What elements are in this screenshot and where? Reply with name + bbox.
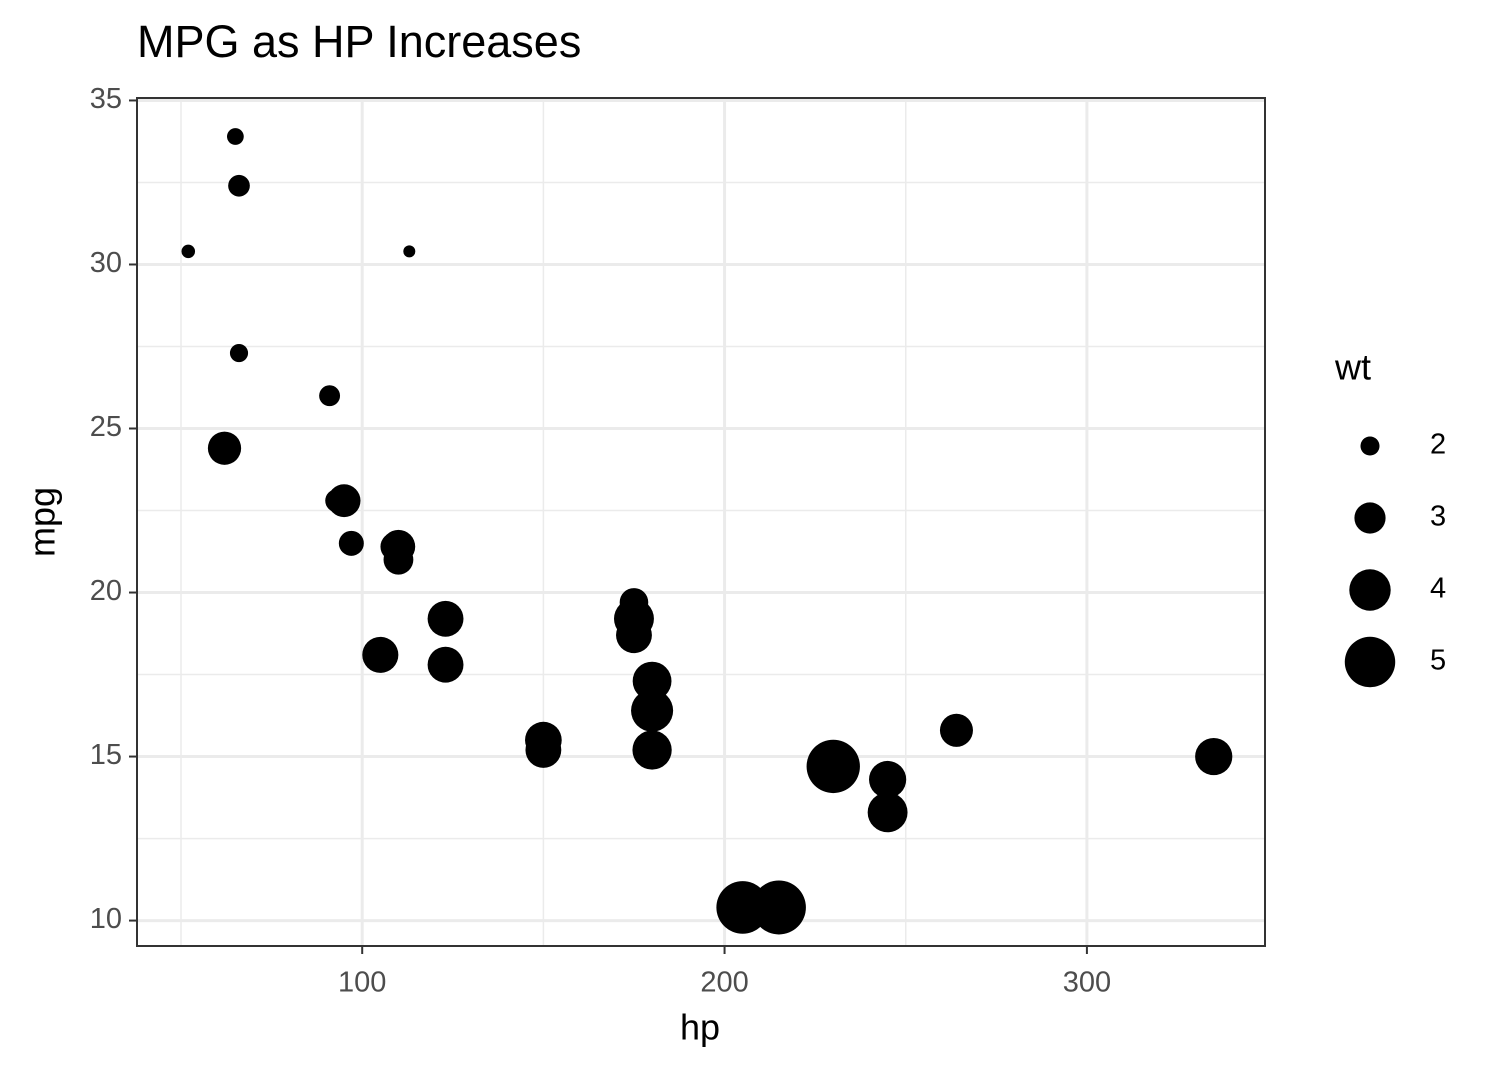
point	[380, 532, 410, 561]
point	[619, 588, 649, 617]
y-tick-label: 35	[90, 83, 122, 115]
point	[362, 636, 399, 673]
point	[327, 484, 361, 518]
point	[1195, 737, 1233, 776]
x-tick-label: 100	[338, 967, 386, 999]
x-axis-label: hp	[680, 1007, 720, 1048]
y-tick-label: 25	[90, 411, 122, 443]
point	[207, 431, 242, 465]
legend-key	[1344, 636, 1396, 688]
y-tick-label: 10	[90, 903, 122, 935]
legend-key	[1354, 502, 1386, 534]
y-axis-label: mpg	[22, 487, 63, 557]
point	[427, 600, 464, 637]
point	[869, 760, 907, 799]
legend-key	[1349, 569, 1391, 611]
point	[427, 646, 464, 683]
y-tick-label: 30	[90, 247, 122, 279]
y-tick-label: 20	[90, 575, 122, 607]
x-tick-label: 300	[1063, 967, 1111, 999]
point	[806, 739, 860, 794]
point	[403, 245, 416, 258]
point	[229, 343, 249, 363]
x-tick-label: 200	[700, 967, 748, 999]
chart-title: MPG as HP Increases	[137, 16, 581, 67]
point	[525, 732, 562, 768]
legend-key	[1360, 436, 1380, 456]
point	[226, 128, 244, 145]
y-tick-label: 15	[90, 739, 122, 771]
point	[632, 661, 672, 701]
point	[181, 244, 196, 259]
legend-label: 5	[1430, 645, 1446, 677]
point	[228, 174, 250, 197]
legend-title: wt	[1334, 347, 1371, 388]
legend-label: 3	[1430, 501, 1446, 533]
point	[631, 689, 674, 732]
point	[319, 385, 341, 407]
point	[751, 880, 806, 935]
point	[338, 530, 364, 556]
panel-border	[136, 97, 1266, 947]
point	[867, 792, 908, 833]
point	[632, 730, 672, 770]
point	[939, 713, 973, 747]
legend-label: 4	[1430, 573, 1446, 605]
legend-label: 2	[1430, 429, 1446, 461]
